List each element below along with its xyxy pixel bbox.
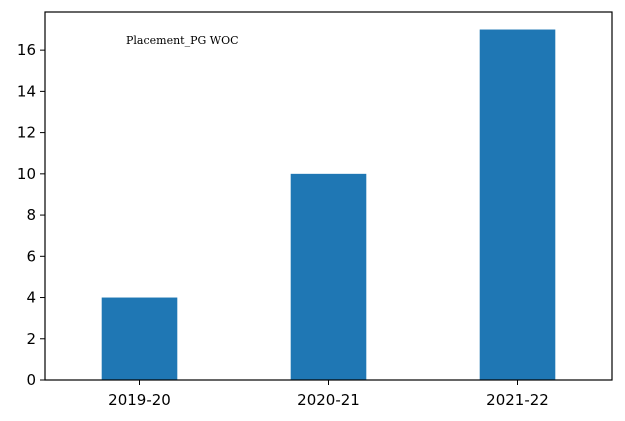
plot-frame bbox=[44, 11, 613, 381]
y-tick-label: 4 bbox=[26, 289, 36, 307]
y-tick-label: 12 bbox=[17, 124, 36, 142]
y-tick-label: 8 bbox=[26, 206, 36, 224]
y-tick-label: 14 bbox=[17, 82, 36, 100]
chart-annotation: Placement_PG WOC bbox=[126, 34, 239, 47]
y-axis-ticks: 0 2 4 6 8 10 12 14 16 bbox=[17, 41, 45, 389]
bar-2020-21 bbox=[290, 173, 367, 380]
bars-group bbox=[101, 29, 556, 381]
bar-2019-20 bbox=[101, 297, 178, 380]
y-tick-label: 0 bbox=[26, 371, 36, 389]
x-tick-label: 2019-20 bbox=[108, 391, 171, 409]
y-tick-label: 6 bbox=[26, 247, 36, 265]
bar-2021-22 bbox=[479, 29, 556, 381]
x-tick-label: 2021-22 bbox=[486, 391, 549, 409]
x-axis-ticks: 2019-20 2020-21 2021-22 bbox=[108, 380, 549, 409]
y-tick-label: 2 bbox=[26, 330, 36, 348]
x-tick-label: 2020-21 bbox=[297, 391, 360, 409]
y-tick-label: 16 bbox=[17, 41, 36, 59]
y-tick-label: 10 bbox=[17, 165, 36, 183]
